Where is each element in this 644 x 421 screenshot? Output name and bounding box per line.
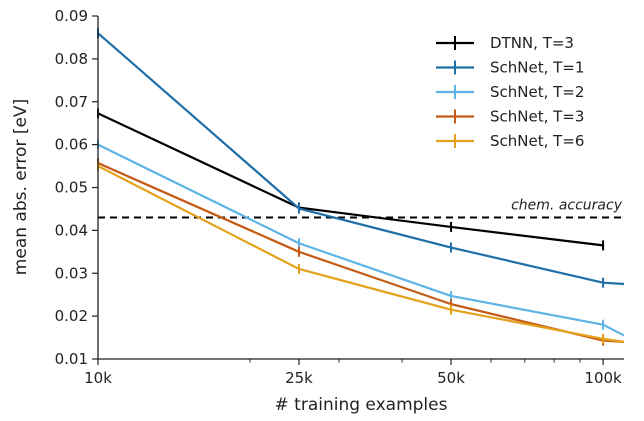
series-line: [97, 143, 625, 337]
x-tick-label: 25k: [285, 369, 313, 387]
series-line: [97, 112, 604, 247]
reference-line-label: chem. accuracy: [511, 198, 623, 214]
plot-area: chem. accuracy: [97, 28, 625, 346]
x-axis-label: # training examples: [275, 395, 448, 415]
y-tick-label: 0.06: [55, 136, 88, 154]
y-tick-label: 0.07: [55, 93, 88, 111]
series-line: [97, 165, 625, 343]
y-tick-label: 0.08: [55, 50, 88, 68]
x-tick-label: 100k: [584, 369, 622, 387]
y-tick-label: 0.01: [55, 350, 88, 368]
legend-label: DTNN, T=3: [490, 34, 574, 52]
legend-label: SchNet, T=3: [490, 108, 584, 126]
legend: DTNN, T=3 SchNet, T=1 SchNet, T=2 SchNet, T…: [436, 34, 584, 150]
x-tick-label: 50k: [437, 369, 465, 387]
legend-label: SchNet, T=1: [490, 59, 584, 77]
series-line: [97, 162, 625, 343]
y-axis-label: mean abs. error [eV]: [11, 99, 31, 275]
y-tick-label: 0.04: [55, 221, 88, 239]
x-tick-label: 10k: [84, 369, 112, 387]
legend-label: SchNet, T=6: [490, 132, 584, 150]
y-tick-label: 0.03: [55, 264, 88, 282]
y-tick-label: 0.02: [55, 307, 88, 325]
legend-label: SchNet, T=2: [490, 83, 584, 101]
ticks: 0.01 0.02 0.03 0.04 0.05 0.06 0.07 0.08 0.09 10k 2…: [55, 7, 622, 387]
y-tick-label: 0.09: [55, 7, 88, 25]
y-tick-label: 0.05: [55, 179, 88, 197]
